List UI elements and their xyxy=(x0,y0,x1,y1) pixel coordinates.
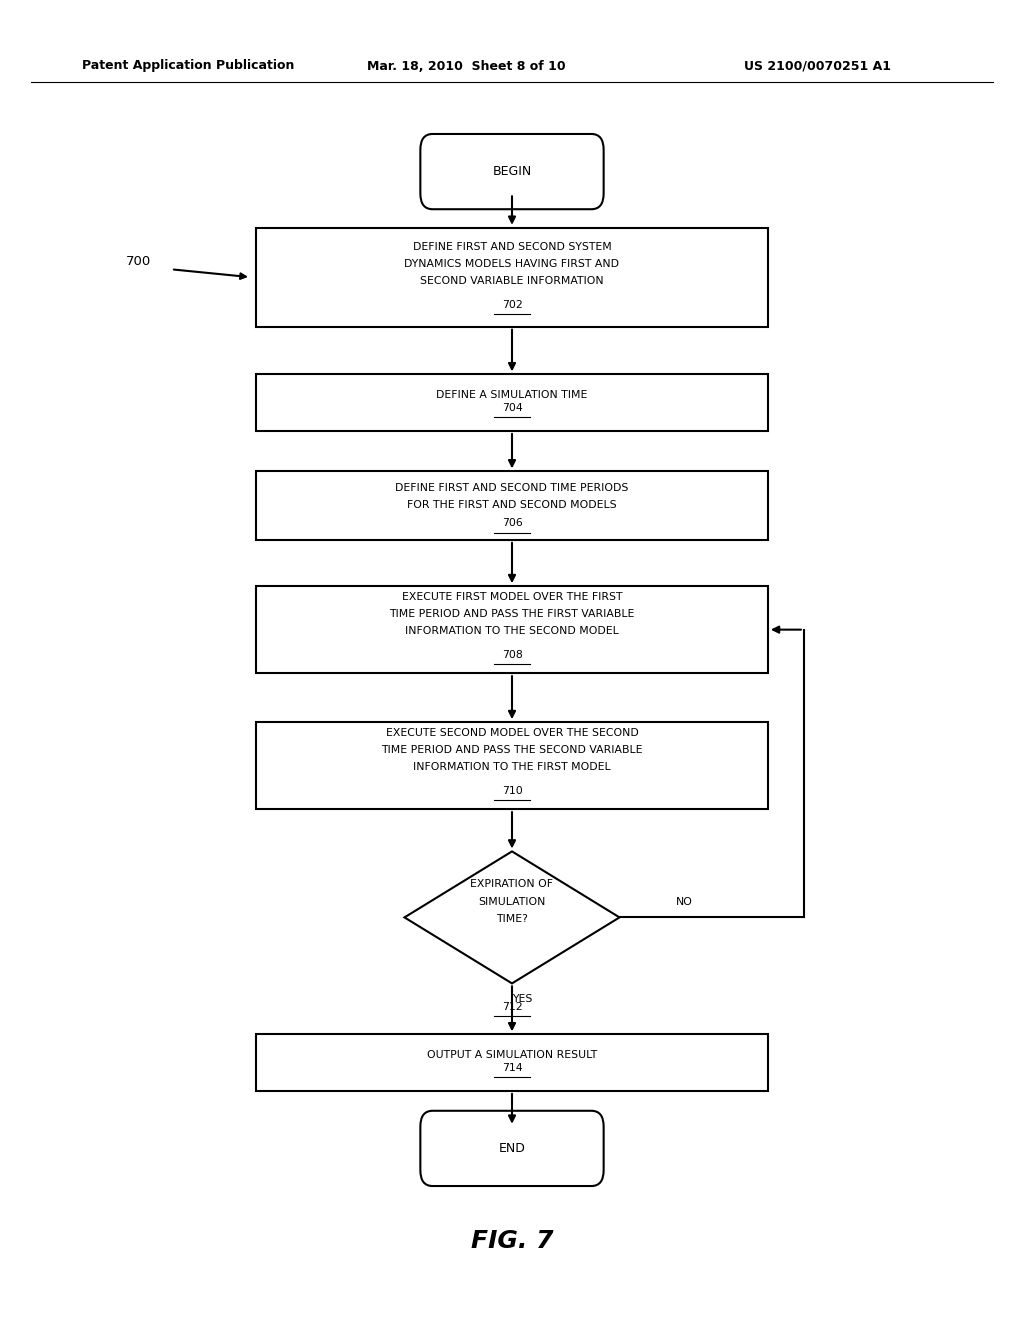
Bar xyxy=(256,1035,768,1090)
Text: Patent Application Publication: Patent Application Publication xyxy=(82,59,294,73)
Text: NO: NO xyxy=(676,896,692,907)
Text: DEFINE FIRST AND SECOND SYSTEM: DEFINE FIRST AND SECOND SYSTEM xyxy=(413,242,611,252)
Text: SIMULATION: SIMULATION xyxy=(478,896,546,907)
Text: INFORMATION TO THE SECOND MODEL: INFORMATION TO THE SECOND MODEL xyxy=(406,626,618,636)
Text: 714: 714 xyxy=(502,1063,522,1073)
Text: FOR THE FIRST AND SECOND MODELS: FOR THE FIRST AND SECOND MODELS xyxy=(408,500,616,510)
Text: SECOND VARIABLE INFORMATION: SECOND VARIABLE INFORMATION xyxy=(420,276,604,286)
Text: DYNAMICS MODELS HAVING FIRST AND: DYNAMICS MODELS HAVING FIRST AND xyxy=(404,259,620,269)
Text: 710: 710 xyxy=(502,785,522,796)
FancyBboxPatch shape xyxy=(420,133,603,209)
Text: FIG. 7: FIG. 7 xyxy=(471,1229,553,1253)
Bar xyxy=(256,586,768,673)
Text: BEGIN: BEGIN xyxy=(493,165,531,178)
Text: 704: 704 xyxy=(502,403,522,413)
Bar xyxy=(256,375,768,430)
Text: YES: YES xyxy=(512,994,532,1005)
Polygon shape xyxy=(404,851,620,983)
Text: EXECUTE FIRST MODEL OVER THE FIRST: EXECUTE FIRST MODEL OVER THE FIRST xyxy=(401,591,623,602)
Text: END: END xyxy=(499,1142,525,1155)
Text: 708: 708 xyxy=(502,649,522,660)
Bar xyxy=(256,471,768,540)
Text: 712: 712 xyxy=(502,1002,522,1012)
Text: TIME?: TIME? xyxy=(496,913,528,924)
Bar xyxy=(256,227,768,326)
Text: US 2100/0070251 A1: US 2100/0070251 A1 xyxy=(743,59,891,73)
Text: 700: 700 xyxy=(126,255,152,268)
Text: EXECUTE SECOND MODEL OVER THE SECOND: EXECUTE SECOND MODEL OVER THE SECOND xyxy=(386,727,638,738)
Text: Mar. 18, 2010  Sheet 8 of 10: Mar. 18, 2010 Sheet 8 of 10 xyxy=(367,59,565,73)
FancyBboxPatch shape xyxy=(420,1111,603,1185)
Text: TIME PERIOD AND PASS THE SECOND VARIABLE: TIME PERIOD AND PASS THE SECOND VARIABLE xyxy=(381,744,643,755)
Text: INFORMATION TO THE FIRST MODEL: INFORMATION TO THE FIRST MODEL xyxy=(414,762,610,772)
Text: 706: 706 xyxy=(502,519,522,528)
Text: TIME PERIOD AND PASS THE FIRST VARIABLE: TIME PERIOD AND PASS THE FIRST VARIABLE xyxy=(389,609,635,619)
Text: DEFINE FIRST AND SECOND TIME PERIODS: DEFINE FIRST AND SECOND TIME PERIODS xyxy=(395,483,629,492)
Bar xyxy=(256,722,768,809)
Text: DEFINE A SIMULATION TIME: DEFINE A SIMULATION TIME xyxy=(436,389,588,400)
Text: EXPIRATION OF: EXPIRATION OF xyxy=(470,879,554,890)
Text: OUTPUT A SIMULATION RESULT: OUTPUT A SIMULATION RESULT xyxy=(427,1049,597,1060)
Text: 702: 702 xyxy=(502,300,522,310)
